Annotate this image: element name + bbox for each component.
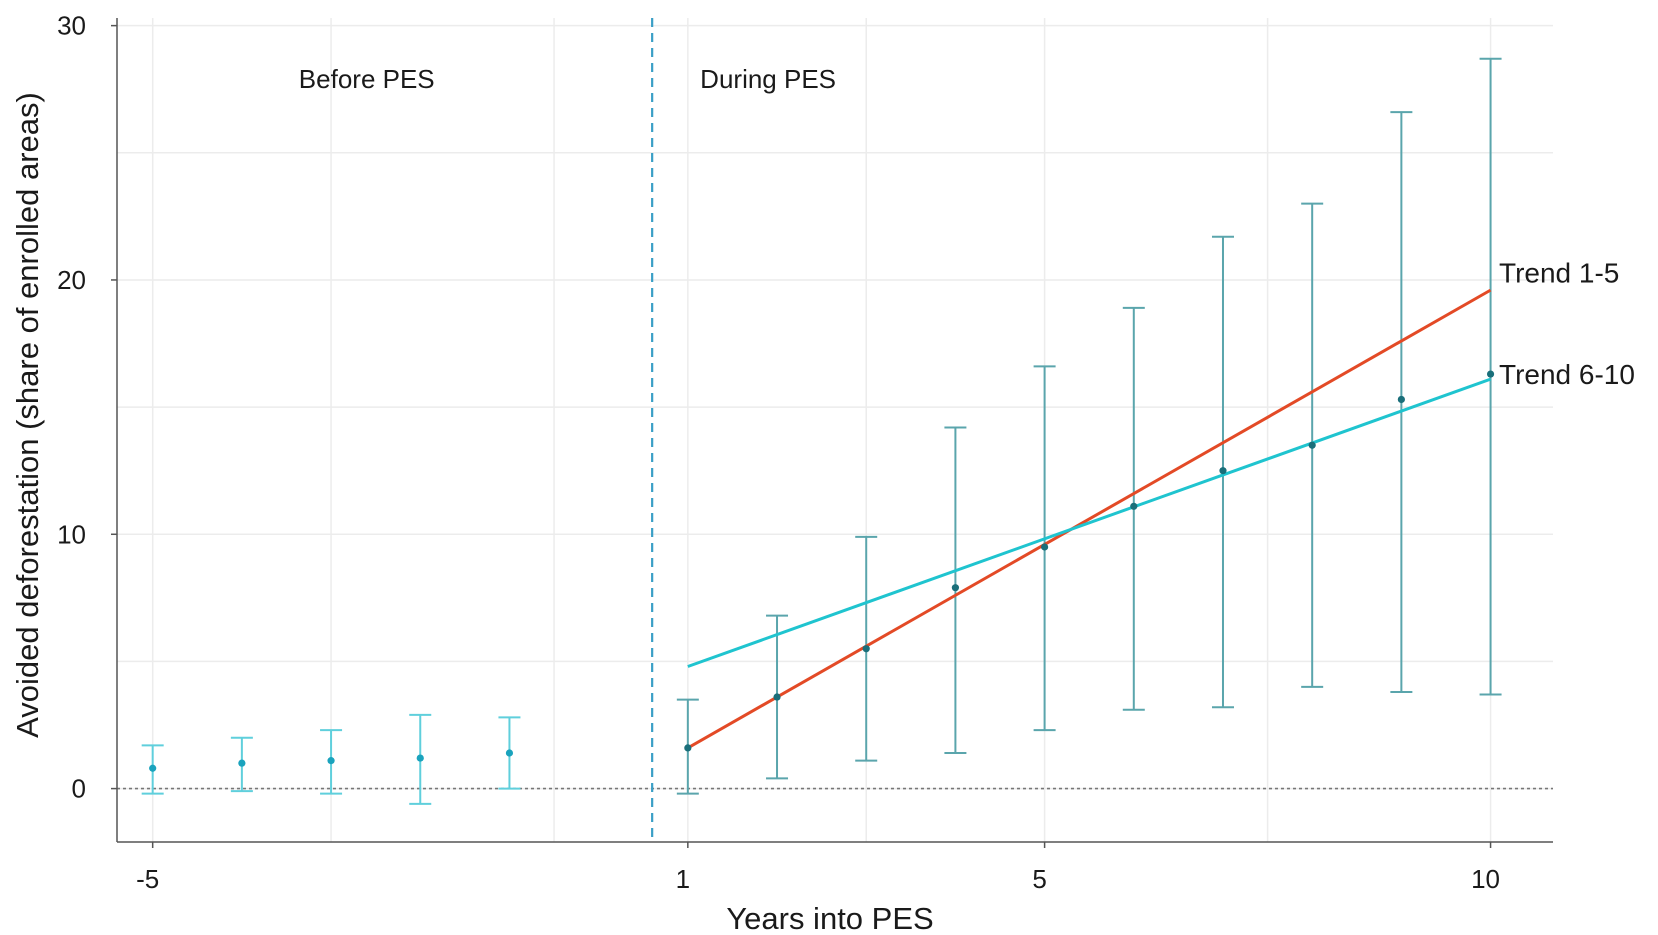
- data-points: [149, 370, 1495, 772]
- trend-line: [687, 377, 1492, 668]
- data-point: [327, 757, 335, 765]
- data-point: [149, 764, 157, 772]
- trend-line: [687, 288, 1492, 750]
- data-point: [1486, 370, 1495, 378]
- trend-label: Trend 1-5: [1499, 257, 1619, 288]
- phase-label: During PES: [700, 64, 836, 94]
- data-point: [238, 759, 246, 767]
- x-axis-title: Years into PES: [726, 901, 933, 935]
- y-axis-title: Avoided deforestation (share of enrolled…: [10, 92, 45, 738]
- x-tick-label: 5: [1032, 864, 1046, 894]
- y-tick-label: 30: [57, 11, 86, 41]
- data-point: [862, 645, 870, 653]
- text-labels: Trend 1-5 Trend 6-10 Before PES During PES Y…: [10, 64, 1635, 935]
- trend-lines: [687, 288, 1492, 750]
- axes: 0 10 20 30 -5 1 5 10: [57, 11, 1553, 894]
- data-point: [1130, 502, 1138, 510]
- data-point: [416, 754, 424, 762]
- data-point: [684, 744, 692, 752]
- data-point: [773, 693, 781, 701]
- phase-label: Before PES: [299, 64, 435, 94]
- y-tick-label: 10: [57, 519, 86, 549]
- x-tick-label: -5: [136, 864, 159, 894]
- data-point: [1397, 395, 1405, 404]
- x-tick-label: 10: [1471, 864, 1500, 894]
- data-point: [1219, 467, 1227, 475]
- data-point: [951, 584, 960, 592]
- data-point: [1308, 441, 1316, 449]
- y-tick-label: 0: [72, 774, 86, 804]
- y-tick-label: 20: [57, 265, 86, 295]
- grid: [117, 18, 1553, 842]
- data-point: [505, 749, 514, 757]
- x-tick-label: 1: [676, 864, 690, 894]
- error-bars: [141, 57, 1502, 805]
- data-point: [1041, 543, 1049, 551]
- trend-label: Trend 6-10: [1499, 359, 1635, 390]
